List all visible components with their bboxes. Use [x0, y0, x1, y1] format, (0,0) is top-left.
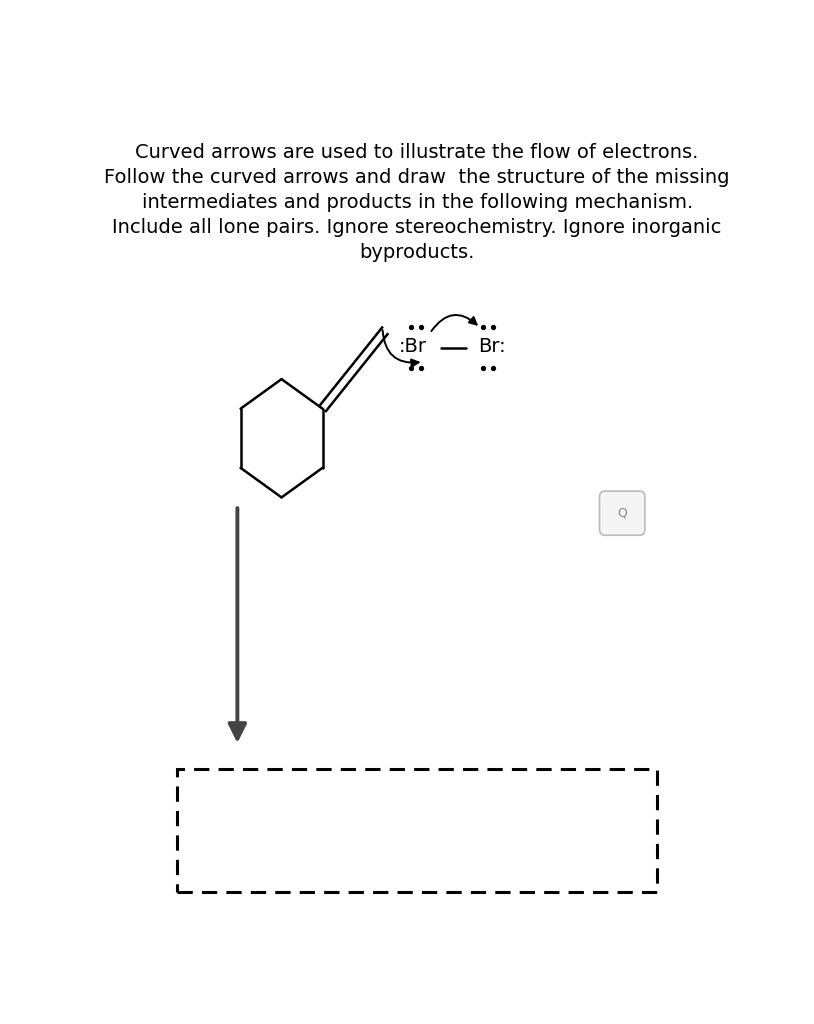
- Text: Curved arrows are used to illustrate the flow of electrons.
Follow the curved ar: Curved arrows are used to illustrate the…: [104, 142, 730, 261]
- FancyArrowPatch shape: [383, 331, 418, 367]
- FancyBboxPatch shape: [599, 492, 645, 536]
- Text: Q: Q: [617, 507, 627, 519]
- Bar: [177, 769, 657, 892]
- Text: :Br: :Br: [399, 337, 427, 355]
- FancyArrowPatch shape: [431, 315, 477, 331]
- Text: Br:: Br:: [479, 337, 506, 355]
